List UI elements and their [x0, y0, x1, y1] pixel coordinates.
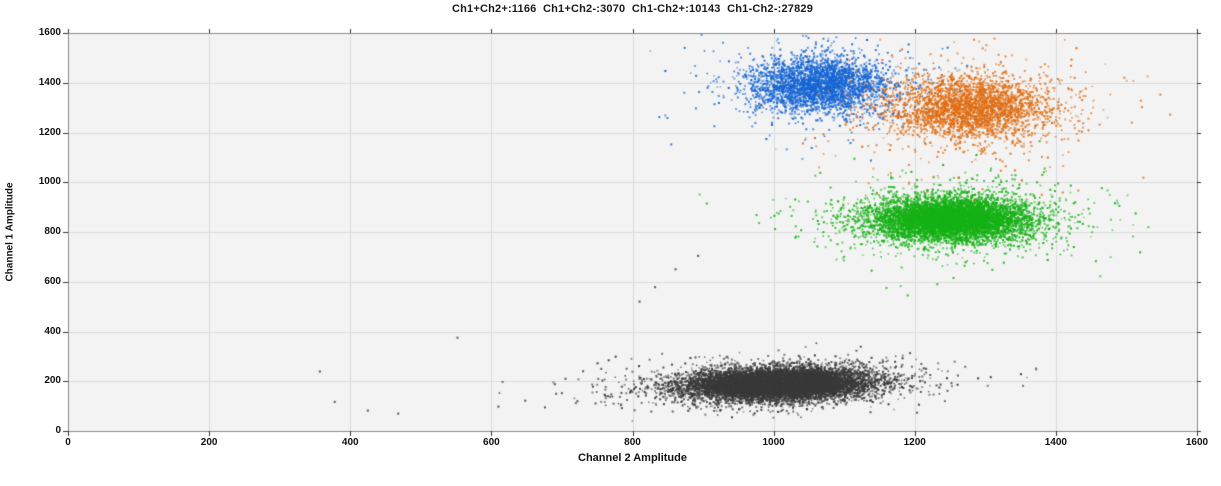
- y-tick-label: 1600: [38, 27, 61, 38]
- y-tick-label: 1400: [38, 76, 61, 88]
- y-tick-label: 0: [55, 425, 61, 436]
- x-tick-label: 1000: [762, 437, 785, 448]
- x-tick-label: 1200: [903, 437, 926, 448]
- y-tick-label: 600: [44, 275, 61, 287]
- x-tick-label: 1600: [1185, 437, 1209, 448]
- y-tick-label: 1200: [38, 126, 61, 138]
- x-tick-label: 200: [200, 437, 218, 448]
- x-axis-label: Channel 2 Amplitude: [578, 452, 687, 464]
- x-tick-label: 0: [65, 437, 71, 448]
- x-tick-label: 800: [624, 437, 641, 448]
- x-tick-label: 600: [483, 437, 500, 448]
- y-tick-label: 400: [44, 325, 61, 337]
- y-tick-label: 1000: [38, 176, 61, 188]
- y-tick-label: 800: [44, 226, 61, 237]
- y-tick-label: 200: [44, 375, 61, 387]
- x-tick-label: 400: [341, 437, 359, 448]
- x-tick-label: 1400: [1044, 437, 1067, 448]
